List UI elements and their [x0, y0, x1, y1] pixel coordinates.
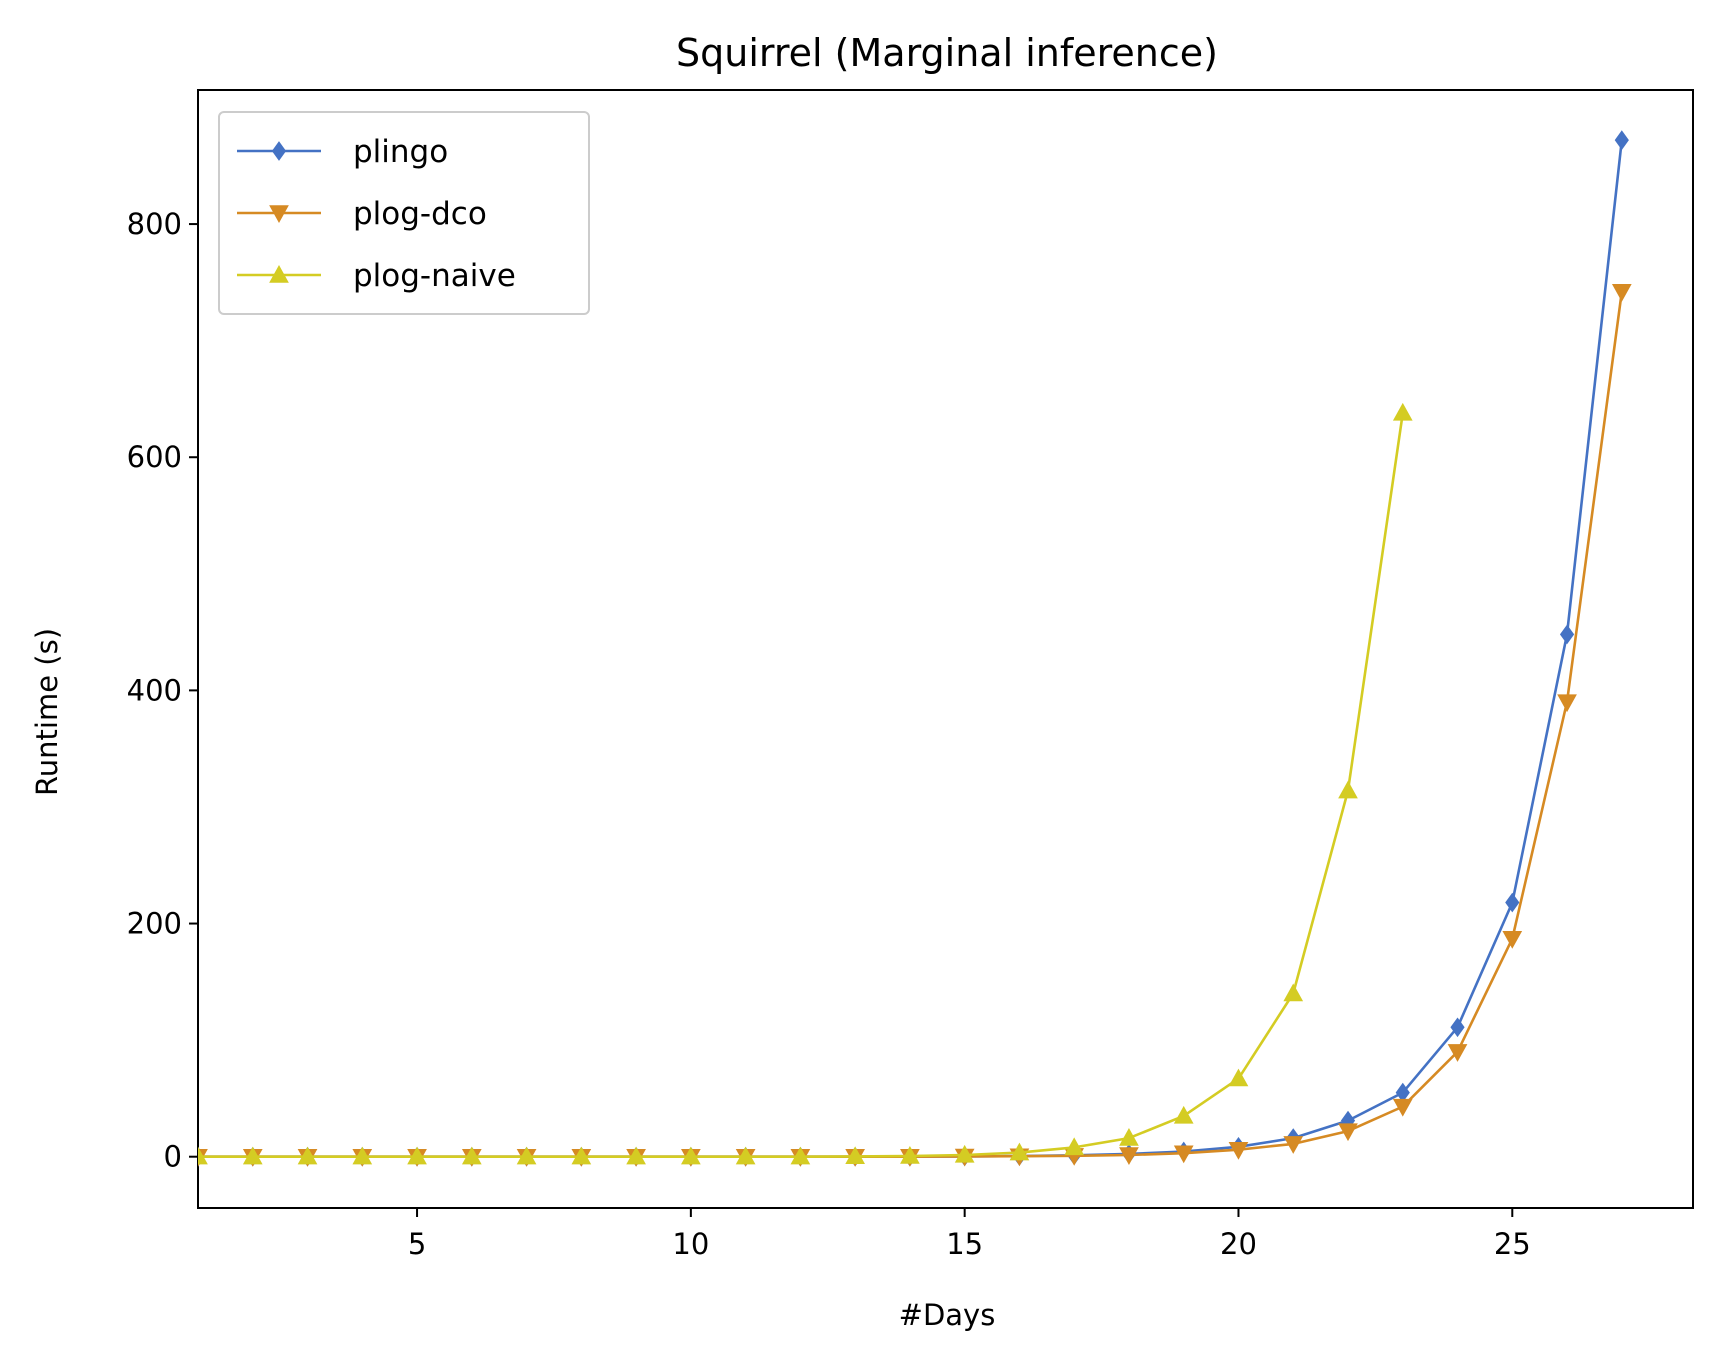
- data-point: [735, 1146, 756, 1165]
- data-point: [1502, 931, 1523, 949]
- data-point: [790, 1146, 811, 1165]
- y-axis: 0 200 400 600 800: [127, 207, 198, 1174]
- x-axis-label: #Days: [899, 1298, 996, 1332]
- y-tick-label: 400: [127, 673, 182, 707]
- data-point: [845, 1146, 865, 1165]
- data-point: [516, 1146, 537, 1165]
- y-tick-label: 800: [127, 207, 182, 241]
- data-point: [1119, 1128, 1139, 1146]
- data-point: [1173, 1145, 1194, 1164]
- data-point: [1283, 983, 1304, 1002]
- x-tick-label: 15: [946, 1227, 983, 1261]
- data-point: [571, 1146, 592, 1165]
- series-plog-dco: [198, 283, 1632, 1167]
- series-line: [198, 291, 1624, 1158]
- data-point: [1228, 1068, 1249, 1087]
- data-point: [1450, 1017, 1465, 1038]
- data-point: [1505, 892, 1520, 913]
- legend-label: plog-naive: [353, 258, 516, 294]
- series-layer: [198, 130, 1632, 1167]
- data-point: [1557, 694, 1577, 713]
- y-tick-label: 200: [127, 907, 182, 941]
- data-point: [198, 1146, 208, 1165]
- x-tick-label: 25: [1494, 1227, 1531, 1261]
- legend-label: plog-dco: [353, 196, 487, 232]
- data-point: [269, 264, 289, 283]
- chart-title: Squirrel (Marginal inference): [676, 31, 1218, 75]
- data-point: [271, 141, 287, 161]
- legend: plingo plog-dco plog-naive: [218, 111, 590, 315]
- data-point: [1173, 1105, 1194, 1124]
- data-point: [954, 1144, 975, 1163]
- legend-box: [218, 111, 590, 315]
- data-point: [269, 205, 289, 224]
- data-point: [1559, 624, 1575, 645]
- x-tick-label: 10: [672, 1227, 709, 1261]
- y-tick-label: 600: [127, 440, 182, 474]
- data-point: [626, 1146, 646, 1165]
- data-point: [1064, 1137, 1085, 1156]
- legend-label: plingo: [353, 134, 448, 170]
- data-point: [407, 1146, 427, 1165]
- data-point: [1447, 1044, 1468, 1062]
- x-tick-label: 20: [1220, 1227, 1257, 1261]
- plot-frame: [197, 89, 1694, 1209]
- data-point: [352, 1146, 373, 1165]
- series-line: [198, 412, 1405, 1158]
- data-point: [1614, 130, 1629, 150]
- data-point: [900, 1145, 920, 1164]
- legend-item-plog-naive: plog-naive: [237, 258, 516, 294]
- y-axis-label: Runtime (s): [30, 628, 64, 796]
- data-point: [1338, 780, 1358, 799]
- data-point: [461, 1146, 482, 1165]
- data-point: [681, 1146, 701, 1165]
- y-tick-label: 0: [164, 1140, 182, 1174]
- data-point: [1009, 1142, 1030, 1161]
- legend-item-plingo: plingo: [237, 134, 448, 170]
- plot-area: [197, 89, 1694, 1209]
- x-axis: 5 10 15 20 25: [408, 1208, 1531, 1261]
- data-point: [1392, 402, 1413, 421]
- data-point: [242, 1146, 263, 1165]
- data-point: [1228, 1142, 1249, 1160]
- data-point: [297, 1146, 318, 1165]
- series-plog-naive: [198, 402, 1413, 1165]
- data-point: [1119, 1147, 1139, 1165]
- data-point: [1338, 1123, 1358, 1142]
- legend-item-plog-dco: plog-dco: [237, 196, 487, 232]
- data-point: [1283, 1136, 1304, 1154]
- x-tick-label: 5: [408, 1227, 426, 1261]
- data-point: [1611, 283, 1632, 302]
- data-point: [1392, 1098, 1413, 1117]
